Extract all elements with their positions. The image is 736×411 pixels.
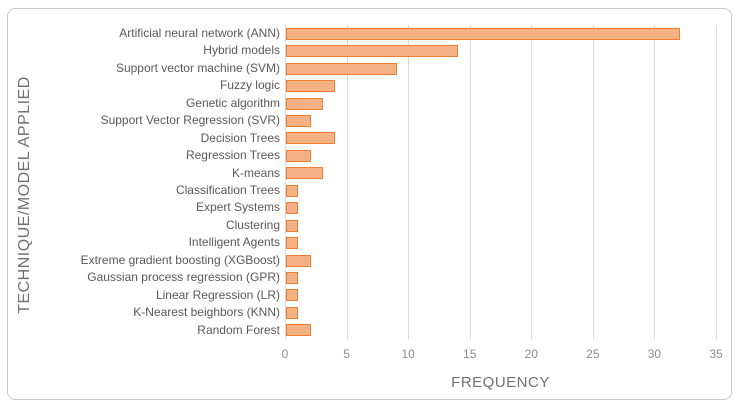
- gridline-x-5: [346, 25, 348, 339]
- gridline-x-25: [592, 25, 594, 339]
- bar-2: [286, 62, 397, 75]
- bar-15: [286, 289, 299, 302]
- gridline-x-0: [285, 25, 286, 339]
- plot-area: [285, 25, 717, 339]
- bar-17: [286, 324, 311, 337]
- bar-16: [286, 306, 299, 319]
- bar-14: [286, 271, 299, 284]
- chart-frame: TECHNIQUE/MODEL APPLIED Artificial neura…: [7, 8, 732, 400]
- category-label-14: Gaussian process regression (GPR): [87, 270, 280, 285]
- bar-10: [286, 202, 299, 215]
- category-label-10: Expert Systems: [195, 200, 280, 215]
- x-tick-label-35: 35: [709, 347, 723, 361]
- gridline-x-35: [716, 25, 717, 339]
- category-label-16: K-Nearest beighbors (KNN): [133, 305, 280, 320]
- bar-4: [286, 97, 323, 110]
- gridline-x-10: [408, 25, 410, 339]
- bar-7: [286, 149, 311, 162]
- category-label-12: Intelligent Agents: [188, 235, 280, 250]
- x-axis-title: FREQUENCY: [451, 374, 550, 391]
- gridline-x-30: [654, 25, 656, 339]
- category-label-1: Hybrid models: [203, 43, 280, 58]
- bar-11: [286, 219, 299, 232]
- x-tick-label-5: 5: [343, 347, 350, 361]
- category-label-13: Extreme gradient boosting (XGBoost): [80, 252, 280, 267]
- gridline-x-15: [469, 25, 471, 339]
- x-tick-label-30: 30: [647, 347, 662, 361]
- category-label-3: Fuzzy logic: [219, 78, 280, 93]
- bar-1: [286, 45, 459, 58]
- bar-3: [286, 80, 336, 93]
- bar-8: [286, 167, 323, 180]
- category-label-5: Support Vector Regression (SVR): [100, 113, 280, 128]
- x-tick-label-15: 15: [463, 347, 477, 361]
- gridline-x-20: [531, 25, 533, 339]
- category-label-17: Random Forest: [197, 322, 280, 337]
- x-tick-label-10: 10: [401, 347, 415, 361]
- category-label-2: Support vector machine (SVM): [115, 60, 280, 75]
- category-label-15: Linear Regression (LR): [155, 287, 280, 302]
- bar-5: [286, 114, 311, 127]
- category-label-9: Classification Trees: [175, 183, 280, 197]
- category-label-8: K-means: [231, 165, 280, 180]
- x-tick-label-0: 0: [281, 347, 289, 361]
- bar-12: [286, 237, 299, 250]
- bar-9: [286, 184, 299, 197]
- x-tick-label-25: 25: [586, 347, 600, 361]
- category-label-11: Clustering: [225, 217, 280, 232]
- bar-13: [286, 254, 311, 267]
- category-label-4: Genetic algorithm: [185, 95, 280, 110]
- bar-0: [286, 27, 681, 40]
- category-label-6: Decision Trees: [200, 130, 280, 145]
- category-label-0: Artificial neural network (ANN): [119, 26, 280, 40]
- x-tick-label-20: 20: [524, 347, 538, 361]
- category-label-7: Regression Trees: [185, 148, 280, 163]
- bar-6: [286, 132, 336, 145]
